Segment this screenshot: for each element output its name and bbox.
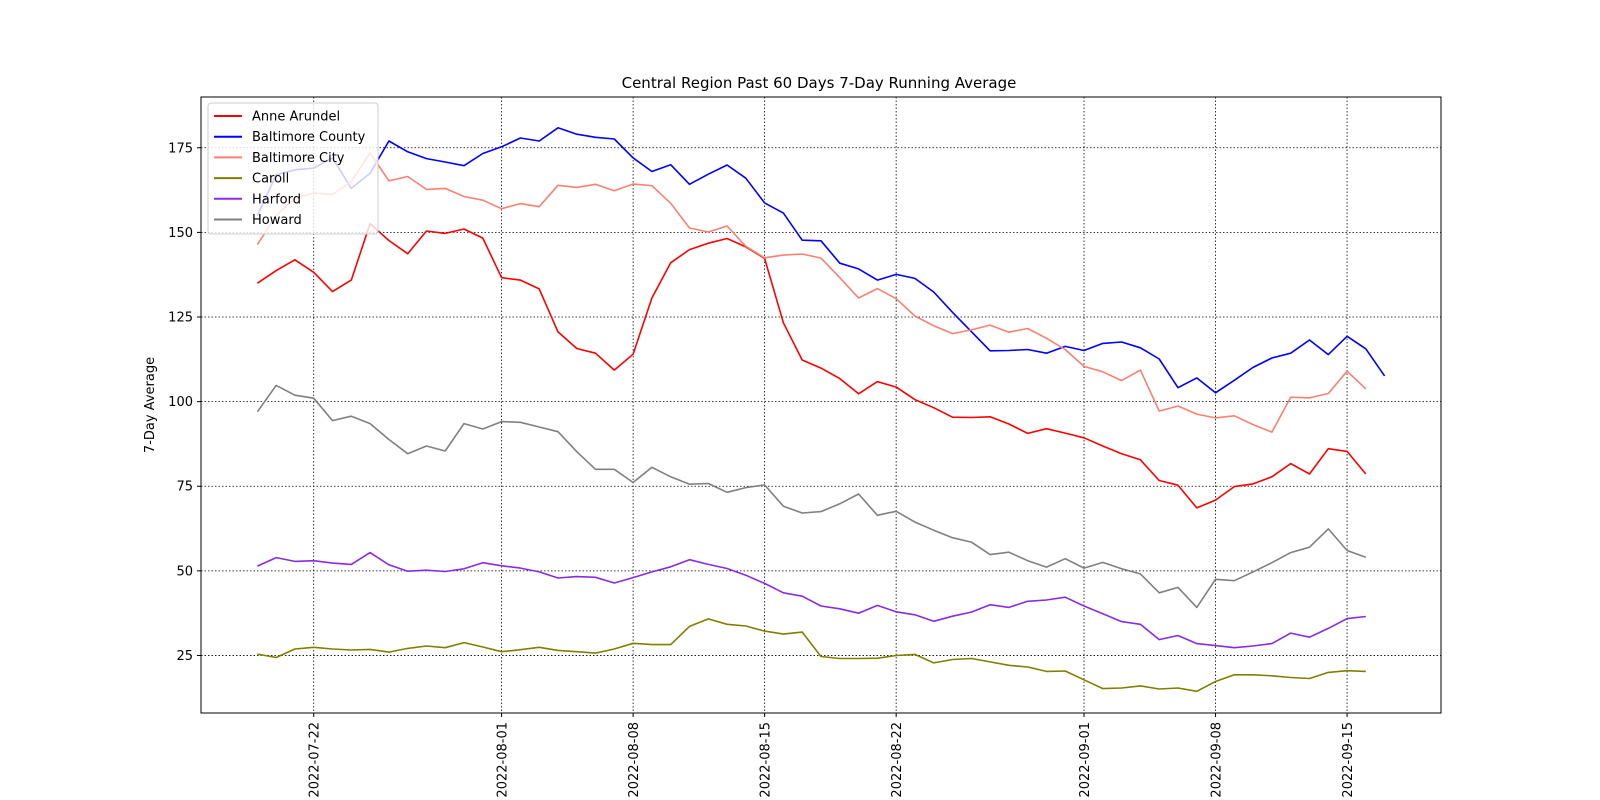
grid [201, 97, 1441, 713]
plot-frame [200, 96, 1442, 714]
x-tick-label: 2022-08-22 [890, 722, 905, 798]
legend: Anne Arundel Baltimore County Baltimore Ci… [207, 102, 379, 235]
series-line-2 [256, 152, 1367, 433]
series-lines [256, 127, 1386, 693]
chart-title: Central Region Past 60 Days 7-Day Runnin… [622, 74, 1017, 92]
y-axis-ticks: 25 50 75 100 125 150 175 [168, 141, 201, 664]
x-tick-label: 2022-08-08 [627, 722, 642, 798]
series-line-4 [257, 551, 1366, 649]
x-tick-label: 2022-09-08 [1210, 722, 1225, 798]
x-tick-label: 2022-07-22 [308, 722, 323, 798]
legend-entry: Caroll [252, 172, 289, 187]
x-tick-label: 2022-08-01 [496, 722, 511, 798]
legend-entry: Harford [252, 192, 301, 207]
series-line-0 [256, 222, 1367, 509]
legend-entry: Howard [252, 213, 302, 228]
legend-entry: Baltimore County [252, 130, 366, 145]
y-tick-label: 125 [168, 311, 193, 326]
y-tick-label: 50 [176, 564, 193, 579]
y-tick-label: 75 [176, 480, 193, 495]
x-tick-label: 2022-09-15 [1341, 722, 1356, 798]
legend-entry: Baltimore City [252, 151, 345, 166]
y-tick-label: 150 [168, 226, 193, 241]
y-axis-label: 7-Day Average [143, 357, 158, 453]
series-line-5 [256, 384, 1367, 609]
legend-entry: Anne Arundel [252, 110, 340, 125]
y-tick-label: 100 [168, 395, 193, 410]
legend-box [207, 102, 379, 235]
x-tick-label: 2022-08-15 [759, 722, 774, 798]
y-tick-label: 25 [176, 649, 193, 664]
x-tick-label: 2022-09-01 [1078, 722, 1093, 798]
y-tick-label: 175 [168, 141, 193, 156]
x-axis-ticks: 2022-07-22 2022-08-01 2022-08-08 2022-08-15… [308, 713, 1356, 798]
series-line-3 [257, 618, 1366, 693]
series-line-1 [256, 127, 1386, 394]
